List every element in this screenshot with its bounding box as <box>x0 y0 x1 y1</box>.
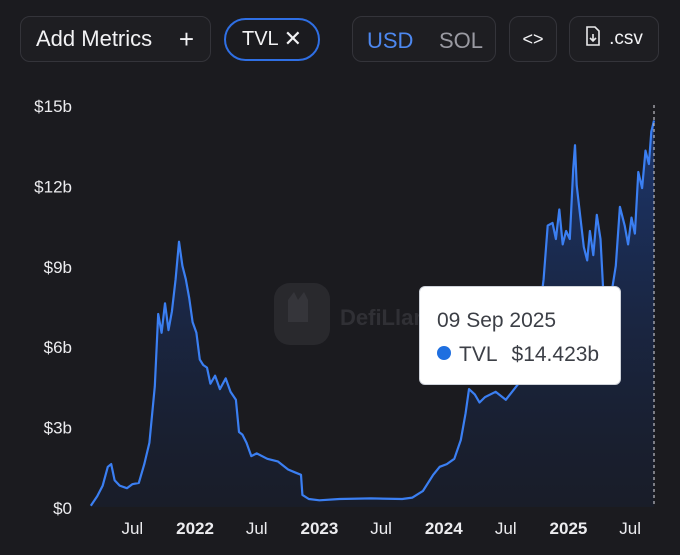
x-tick-label: 2024 <box>425 519 463 538</box>
x-tick-label: 2022 <box>176 519 214 538</box>
embed-code-icon: <> <box>522 28 544 49</box>
x-tick-label: Jul <box>121 519 143 538</box>
y-tick-label: $0 <box>53 499 72 518</box>
embed-button[interactable]: <> <box>509 16 557 62</box>
tooltip-row: TVL $14.423b <box>437 343 599 367</box>
llama-head-shape <box>288 292 308 322</box>
add-metrics-label: Add Metrics <box>36 26 153 51</box>
llama-logo-icon <box>274 283 330 345</box>
tvl-line <box>89 120 656 507</box>
tooltip-value: $14.423b <box>511 343 600 366</box>
csv-label: .csv <box>609 28 643 49</box>
x-tick-label: Jul <box>370 519 392 538</box>
metric-chip-tvl[interactable]: TVL ✕ <box>224 18 320 61</box>
y-axis: $0 $3b $6b $9b $12b $15b <box>34 97 72 518</box>
tooltip: 09 Sep 2025 TVL $14.423b <box>419 286 621 385</box>
download-csv-button[interactable]: .csv <box>569 16 659 62</box>
x-tick-label: 2023 <box>300 519 338 538</box>
x-axis: Jul 2022 Jul 2023 Jul 2024 Jul 2025 Jul <box>121 519 641 538</box>
tooltip-date: 09 Sep 2025 <box>437 309 557 332</box>
y-tick-label: $9b <box>44 258 72 277</box>
currency-toggle: USD SOL <box>352 16 496 62</box>
x-tick-label: 2025 <box>550 519 588 538</box>
y-tick-label: $12b <box>34 177 72 196</box>
plus-icon: + <box>178 24 194 54</box>
close-icon[interactable]: ✕ <box>283 26 302 51</box>
currency-option-sol[interactable]: SOL <box>439 28 484 53</box>
x-tick-label: Jul <box>619 519 641 538</box>
x-tick-label: Jul <box>246 519 268 538</box>
file-download-icon <box>585 26 601 52</box>
x-tick-label: Jul <box>495 519 517 538</box>
tvl-area <box>90 120 655 507</box>
series-dot-icon <box>437 346 451 360</box>
currency-option-usd[interactable]: USD <box>367 28 414 53</box>
add-metrics-button[interactable]: Add Metrics + <box>20 16 211 62</box>
y-tick-label: $3b <box>44 419 72 438</box>
toolbar: Add Metrics + TVL ✕ USD SOL <> .csv <box>0 16 680 64</box>
y-tick-label: $6b <box>44 338 72 357</box>
tooltip-series-label: TVL <box>459 343 498 366</box>
metric-chip-label: TVL <box>242 28 279 50</box>
y-tick-label: $15b <box>34 97 72 116</box>
